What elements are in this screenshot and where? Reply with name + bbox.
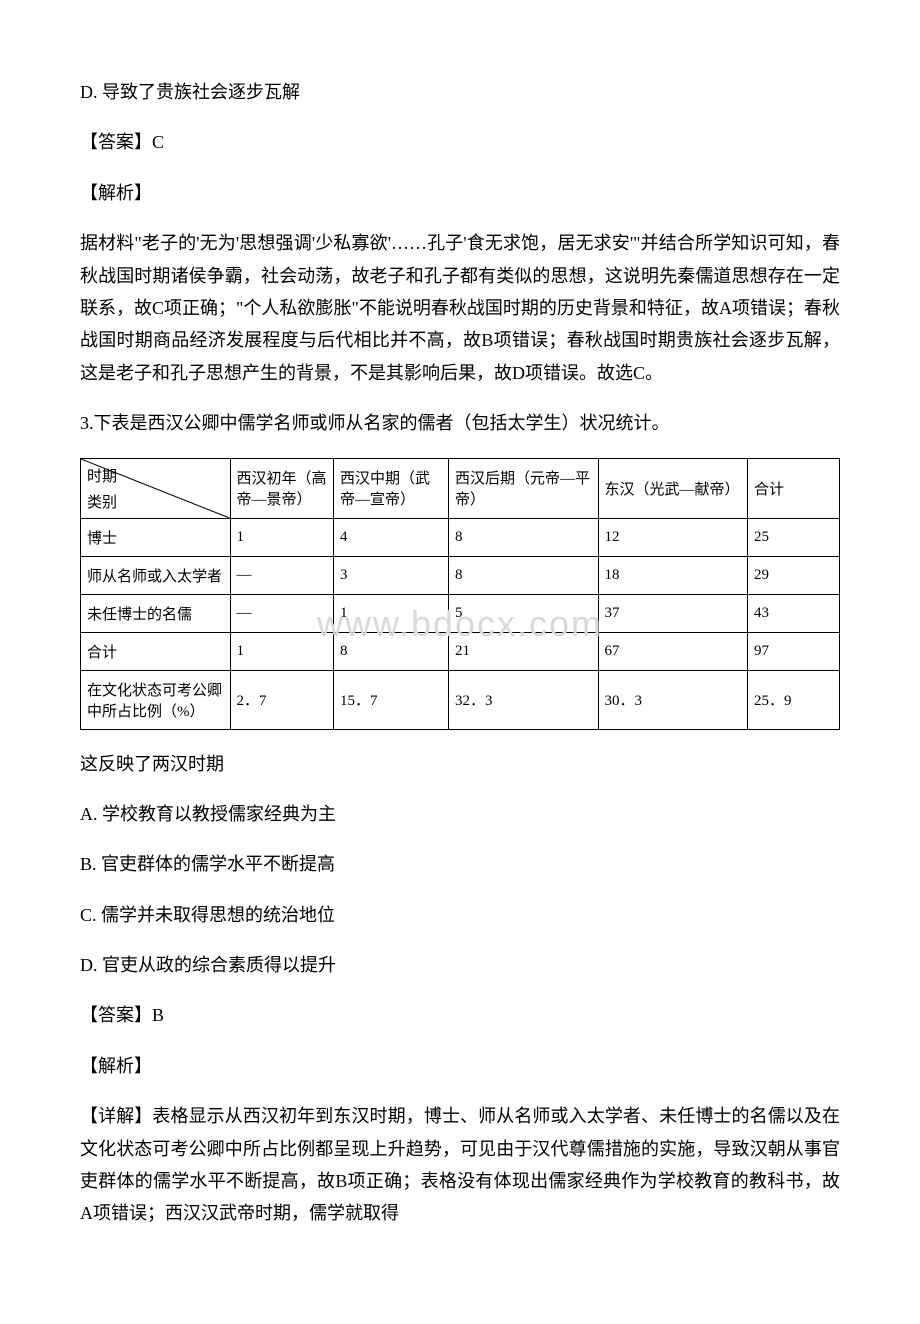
col-header: 合计	[748, 458, 840, 518]
col-header: 东汉（光武—献帝）	[598, 458, 748, 518]
table-cell: 25	[748, 518, 840, 556]
header-category-label: 类别	[87, 491, 117, 512]
table-cell: 12	[598, 518, 748, 556]
table-cell: 15．7	[334, 670, 449, 729]
table-cell: 25．9	[748, 670, 840, 729]
q3-sub-stem: 这反映了两汉时期	[80, 748, 840, 780]
table-cell: —	[230, 556, 334, 594]
q2-answer: 【答案】C	[80, 126, 840, 158]
q3-detail-text: 【详解】表格显示从西汉初年到东汉时期，博士、师从名师或入太学者、未任博士的名儒以…	[80, 1100, 840, 1230]
table-cell: 18	[598, 556, 748, 594]
table-cell: 29	[748, 556, 840, 594]
col-header: 西汉中期（武帝—宣帝）	[334, 458, 449, 518]
table-cell: 2．7	[230, 670, 334, 729]
table-cell: 43	[748, 594, 840, 632]
table-row: 在文化状态可考公卿中所占比例（%） 2．7 15．7 32．3 30．3 25．…	[81, 670, 840, 729]
table-cell: 1	[230, 518, 334, 556]
q3-answer: 【答案】B	[80, 999, 840, 1031]
table-row: 博士 1 4 8 12 25	[81, 518, 840, 556]
row-label: 在文化状态可考公卿中所占比例（%）	[81, 670, 231, 729]
q3-stem: 3.下表是西汉公卿中儒学名师或师从名家的儒者（包括太学生）状况统计。	[80, 407, 840, 439]
q3-option-a: A. 学校教育以教授儒家经典为主	[80, 798, 840, 830]
table-cell: 8	[449, 556, 599, 594]
row-label: 师从名师或入太学者	[81, 556, 231, 594]
table-cell: 32．3	[449, 670, 599, 729]
table-cell: 37	[598, 594, 748, 632]
row-label: 合计	[81, 632, 231, 670]
statistics-table-container: 时期 类别 西汉初年（高帝—景帝） 西汉中期（武帝—宣帝） 西汉后期（元帝—平帝…	[80, 458, 840, 730]
table-cell: 8	[449, 518, 599, 556]
row-label: 博士	[81, 518, 231, 556]
table-cell: 5	[449, 594, 599, 632]
table-header-row: 时期 类别 西汉初年（高帝—景帝） 西汉中期（武帝—宣帝） 西汉后期（元帝—平帝…	[81, 458, 840, 518]
table-cell: 30．3	[598, 670, 748, 729]
table-row: 合计 1 8 21 67 97	[81, 632, 840, 670]
table-cell: 1	[230, 632, 334, 670]
table-cell: 4	[334, 518, 449, 556]
table-cell: 8	[334, 632, 449, 670]
statistics-table: 时期 类别 西汉初年（高帝—景帝） 西汉中期（武帝—宣帝） 西汉后期（元帝—平帝…	[80, 458, 840, 730]
row-label: 未任博士的名儒	[81, 594, 231, 632]
table-cell: 21	[449, 632, 599, 670]
col-header: 西汉后期（元帝—平帝）	[449, 458, 599, 518]
table-cell: —	[230, 594, 334, 632]
table-cell: 3	[334, 556, 449, 594]
table-row: 未任博士的名儒 — 1 5 37 43	[81, 594, 840, 632]
q2-analysis-label: 【解析】	[80, 177, 840, 209]
q2-analysis-text: 据材料"老子的'无为'思想强调'少私寡欲'……孔子'食无求饱，居无求安'"并结合…	[80, 227, 840, 389]
q3-analysis-label: 【解析】	[80, 1050, 840, 1082]
q2-option-d: D. 导致了贵族社会逐步瓦解	[80, 76, 840, 108]
q3-option-b: B. 官吏群体的儒学水平不断提高	[80, 848, 840, 880]
q3-option-d: D. 官吏从政的综合素质得以提升	[80, 949, 840, 981]
table-cell: 67	[598, 632, 748, 670]
header-period-label: 时期	[87, 465, 117, 486]
q3-option-c: C. 儒学并未取得思想的统治地位	[80, 899, 840, 931]
diagonal-header-cell: 时期 类别	[81, 458, 231, 518]
table-wrapper: 时期 类别 西汉初年（高帝—景帝） 西汉中期（武帝—宣帝） 西汉后期（元帝—平帝…	[80, 458, 840, 730]
table-row: 师从名师或入太学者 — 3 8 18 29	[81, 556, 840, 594]
table-cell: 1	[334, 594, 449, 632]
col-header: 西汉初年（高帝—景帝）	[230, 458, 334, 518]
table-cell: 97	[748, 632, 840, 670]
